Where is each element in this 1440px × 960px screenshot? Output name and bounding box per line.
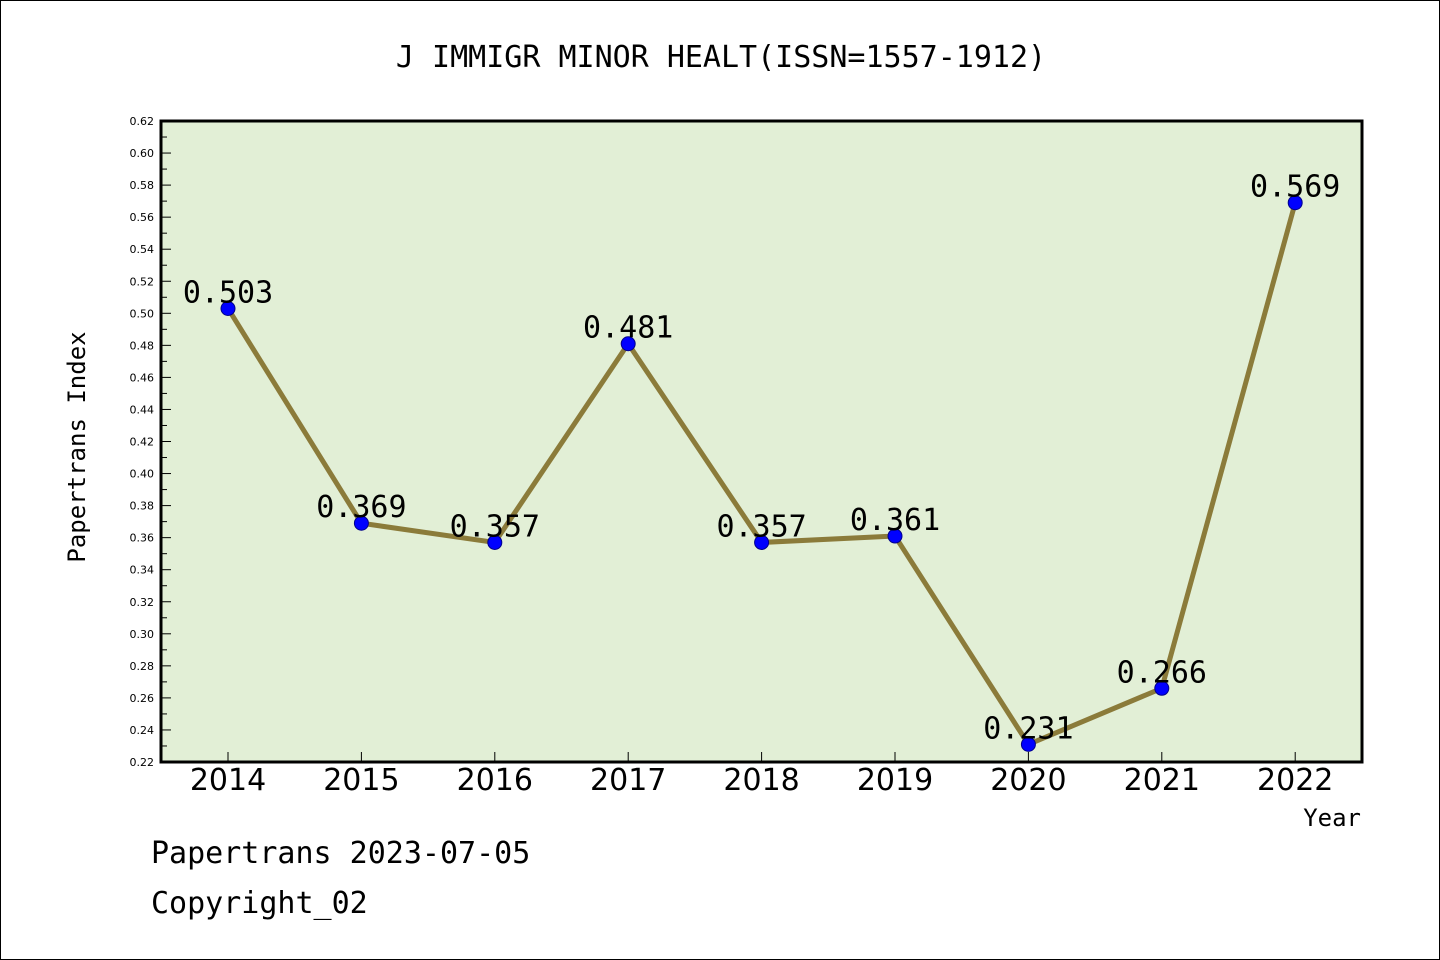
y-tick-label: 0.44: [130, 403, 155, 416]
data-label: 0.357: [450, 509, 540, 544]
y-tick-label: 0.38: [130, 500, 155, 513]
data-point: [487, 534, 503, 550]
y-tick-label: 0.36: [130, 532, 155, 545]
data-label: 0.357: [716, 509, 806, 544]
y-tick-label: 0.32: [130, 596, 155, 609]
y-tick-label: 0.40: [130, 468, 155, 481]
y-tick-label: 0.56: [130, 211, 155, 224]
data-label: 0.231: [983, 711, 1073, 746]
x-tick-label: 2015: [323, 763, 399, 798]
y-tick-label: 0.28: [130, 660, 155, 673]
data-label: 0.481: [583, 311, 673, 346]
data-point: [220, 300, 236, 316]
data-point: [1020, 736, 1036, 752]
y-axis: 0.22 0.24 0.26 0.28 0.30 0.32 0.34 0.36 0.38 0.40…: [130, 115, 171, 769]
chart-title: J IMMIGR MINOR HEALT(ISSN=1557-1912): [396, 40, 1046, 75]
y-tick-label: 0.62: [130, 115, 155, 128]
x-tick-label: 2016: [457, 763, 533, 798]
x-tick-label: 2021: [1124, 763, 1200, 798]
y-tick-label: 0.48: [130, 339, 155, 352]
data-label: 0.361: [850, 503, 940, 538]
y-tick-label: 0.58: [130, 179, 155, 192]
y-tick-label: 0.22: [130, 756, 155, 769]
y-tick-label: 0.30: [130, 628, 155, 641]
y-tick-label: 0.46: [130, 371, 155, 384]
y-tick-label: 0.50: [130, 307, 155, 320]
data-label: 0.369: [316, 490, 406, 525]
data-label: 0.266: [1117, 655, 1207, 690]
footer-copyright: Copyright_02: [151, 886, 368, 921]
data-point: [1287, 195, 1303, 211]
data-point: [754, 534, 770, 550]
x-tick-label: 2017: [590, 763, 666, 798]
y-tick-label: 0.26: [130, 692, 155, 705]
x-axis: 2014 2015 2016 2017 2018 2019 2020 2021 2022: [190, 752, 1333, 798]
y-tick-label: 0.34: [130, 564, 155, 577]
data-label: 0.569: [1250, 170, 1340, 205]
x-tick-label: 2014: [190, 763, 266, 798]
x-axis-label: Year: [1303, 804, 1361, 832]
data-point: [1154, 680, 1170, 696]
data-point: [620, 336, 636, 352]
footer-date: Papertrans 2023-07-05: [151, 836, 531, 871]
y-tick-label: 0.24: [130, 724, 155, 737]
data-point: [887, 528, 903, 544]
y-tick-label: 0.54: [130, 243, 155, 256]
y-tick-label: 0.60: [130, 147, 155, 160]
x-tick-label: 2020: [990, 763, 1066, 798]
data-label: 0.503: [183, 275, 273, 310]
data-point: [353, 515, 369, 531]
x-tick-label: 2018: [723, 763, 799, 798]
data-labels: 0.503 0.369 0.357 0.481 0.357 0.361 0.231 0.266…: [183, 170, 1341, 747]
x-tick-label: 2022: [1257, 763, 1333, 798]
y-axis-label: Papertrans Index: [63, 331, 91, 562]
plot-area: [159, 119, 1364, 764]
x-tick-label: 2019: [857, 763, 933, 798]
y-tick-label: 0.42: [130, 436, 155, 449]
y-tick-label: 0.52: [130, 275, 155, 288]
data-points: [220, 195, 1303, 752]
